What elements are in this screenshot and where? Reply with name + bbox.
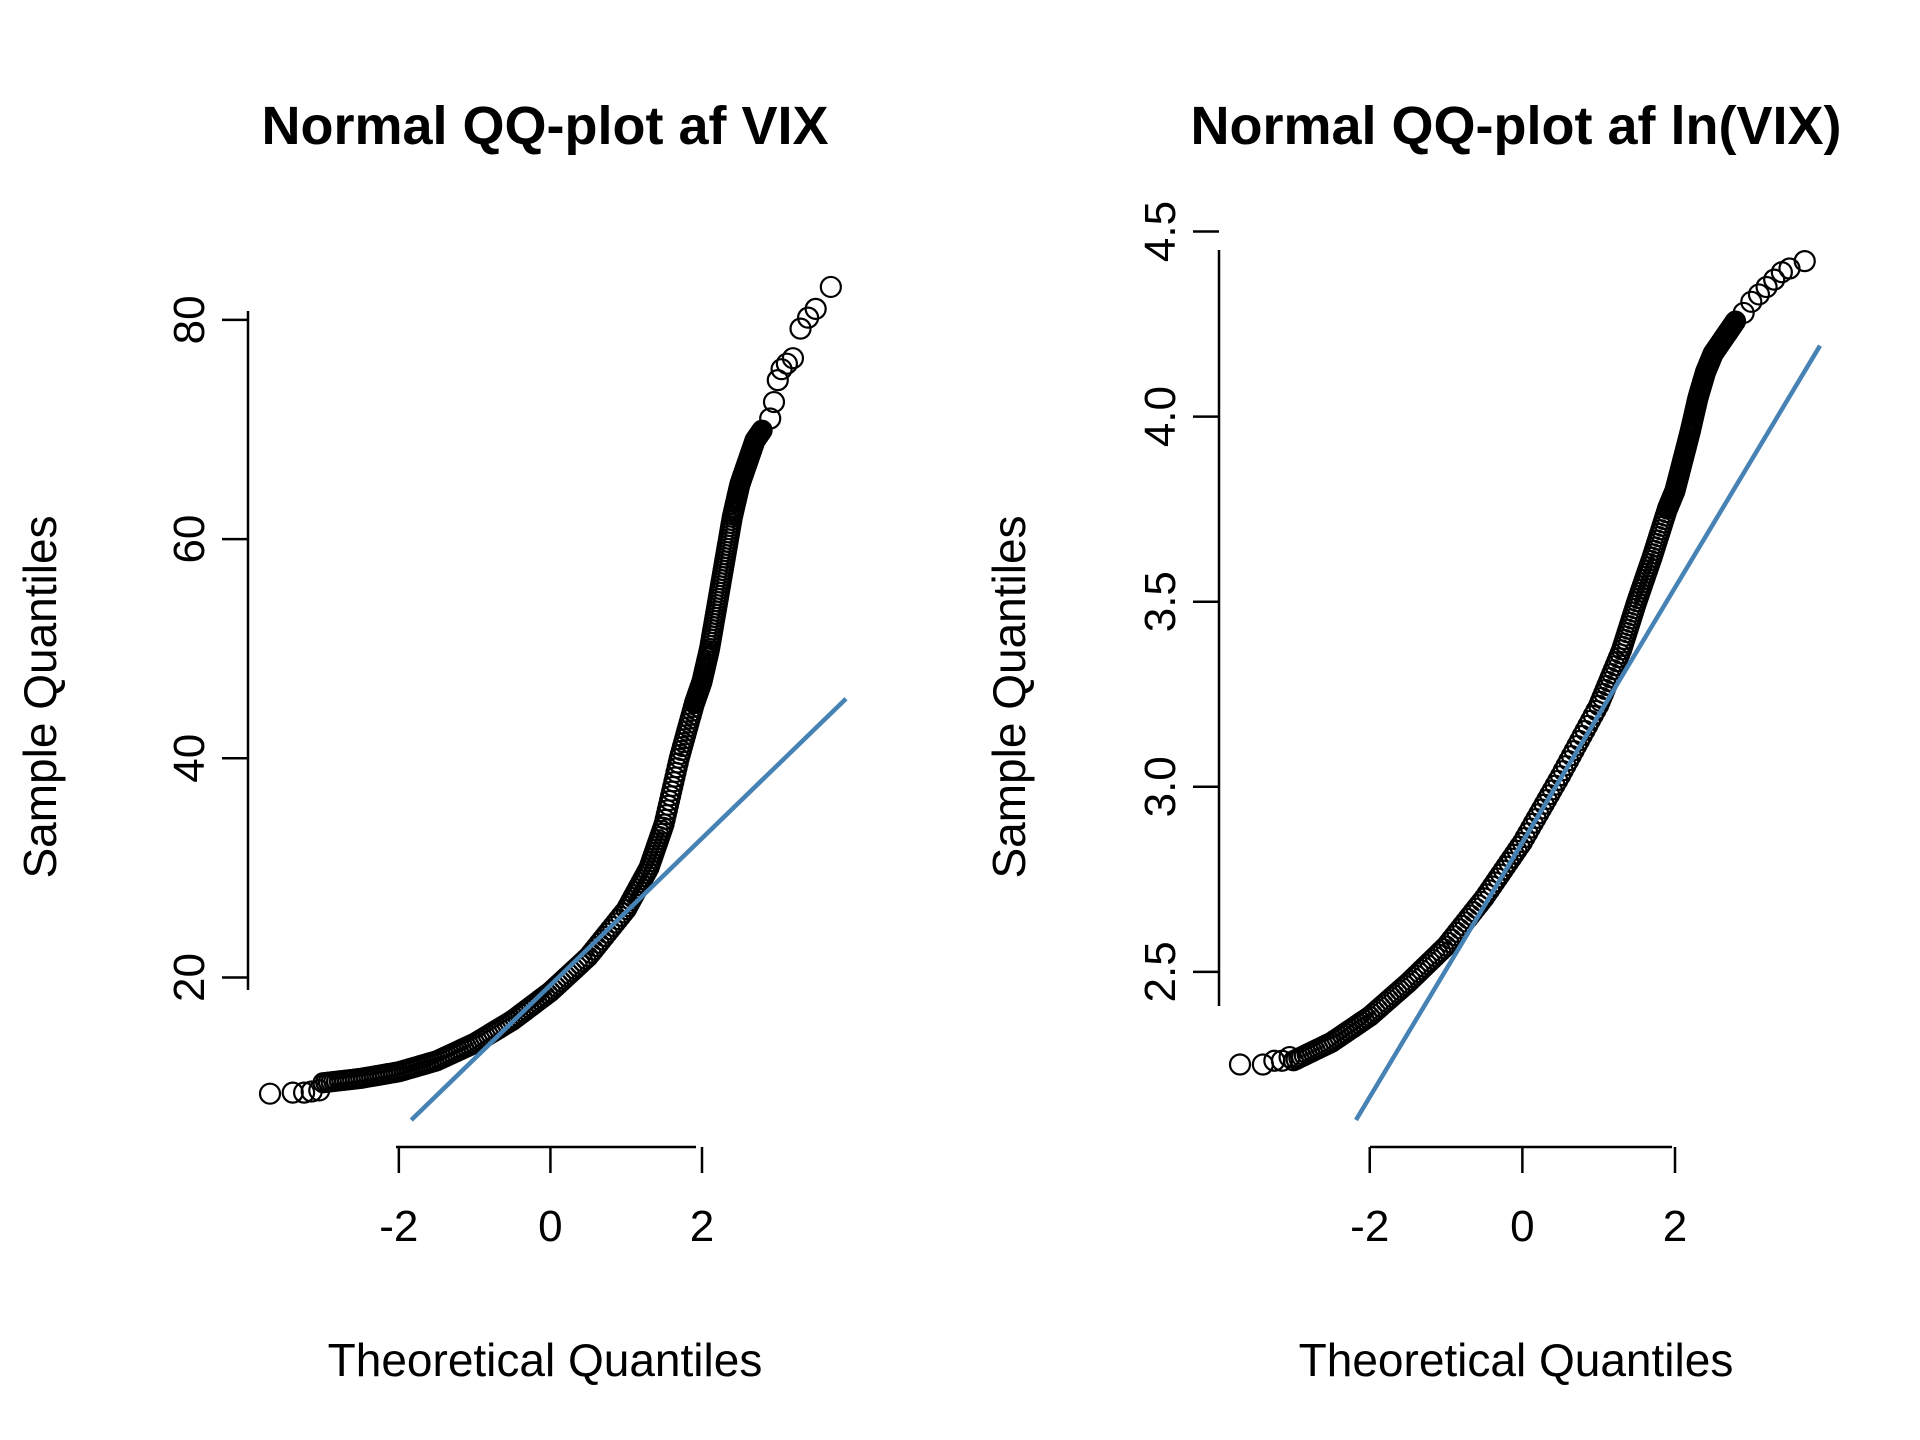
qq-point [1793,250,1816,273]
vix-reference-line [409,697,848,1122]
qq-point [751,419,773,441]
ln-vix-x-axis-label: Theoretical Quantiles [1299,1334,1734,1386]
vix-y-tick-label: 80 [165,295,214,344]
vix-y-tick-label: 20 [165,953,214,1002]
ln-vix-y-tick-label: 4.5 [1136,201,1185,262]
qq-point [1419,951,1441,973]
ln-vix-qq-panel: Normal QQ-plot af ln(VIX) Theoretical Qu… [983,96,1842,1386]
qq-point [1413,956,1435,978]
qq-point [1408,961,1430,984]
qq-point [1278,1045,1301,1069]
qq-point [775,352,798,375]
qq-point [1740,290,1763,313]
ln-vix-reference-line [1354,344,1822,1122]
qq-point [281,1081,304,1104]
ln-vix-x-tick-label: -2 [1350,1202,1389,1251]
qq-point [1263,1049,1286,1072]
qq-point [1427,943,1449,965]
ln-vix-y-tick-label: 2.5 [1136,941,1185,1002]
qq-point [781,347,805,370]
qq-point [1228,1053,1252,1076]
ln-vix-x-tick-label: 0 [1510,1202,1534,1251]
qq-point [293,1081,316,1104]
qq-point [819,275,842,299]
qq-point [770,358,793,381]
qq-point [1251,1053,1274,1076]
ln-vix-qq-title: Normal QQ-plot af ln(VIX) [1190,96,1841,156]
vix-qq-title: Normal QQ-plot af VIX [261,96,828,156]
qq-point [1416,953,1438,976]
qq-point [1402,967,1424,989]
qq-point [789,317,812,340]
ln-vix-y-tick-label: 4.0 [1136,386,1185,447]
vix-x-tick-label: 2 [690,1202,714,1251]
qq-point [1397,972,1419,994]
vix-x-tick-label: -2 [379,1202,418,1251]
qq-point [804,297,827,320]
vix-y-axis-label: Sample Quantiles [14,515,66,878]
qq-point [1400,969,1422,991]
qq-point [1732,301,1755,325]
qq-point [308,1079,331,1102]
qq-point [1755,275,1778,299]
vix-x-tick-label: 0 [538,1202,562,1251]
qq-point [1724,310,1747,332]
ln-vix-x-tick-label: 2 [1663,1202,1687,1251]
ln-vix-y-axis-label: Sample Quantiles [983,515,1035,878]
qq-point [762,390,786,414]
vix-y-tick-label: 60 [165,515,214,564]
qq-point [1410,959,1433,981]
qq-point [1424,945,1446,968]
vix-y-tick-label: 40 [165,734,214,783]
vix-x-axis-label: Theoretical Quantiles [328,1334,763,1386]
ln-vix-y-tick-label: 3.5 [1136,571,1185,632]
qq-point [1763,268,1786,291]
qq-point [1405,964,1427,986]
vix-qq-panel: Normal QQ-plot af VIX Theoretical Quanti… [14,96,848,1386]
ln-vix-y-tick-label: 3.0 [1136,756,1185,817]
qq-point [1747,283,1771,306]
qq-point [300,1080,323,1103]
qq-point [258,1082,282,1105]
qq-point [1421,948,1444,970]
qq-point [766,369,789,392]
qq-point [759,407,782,430]
